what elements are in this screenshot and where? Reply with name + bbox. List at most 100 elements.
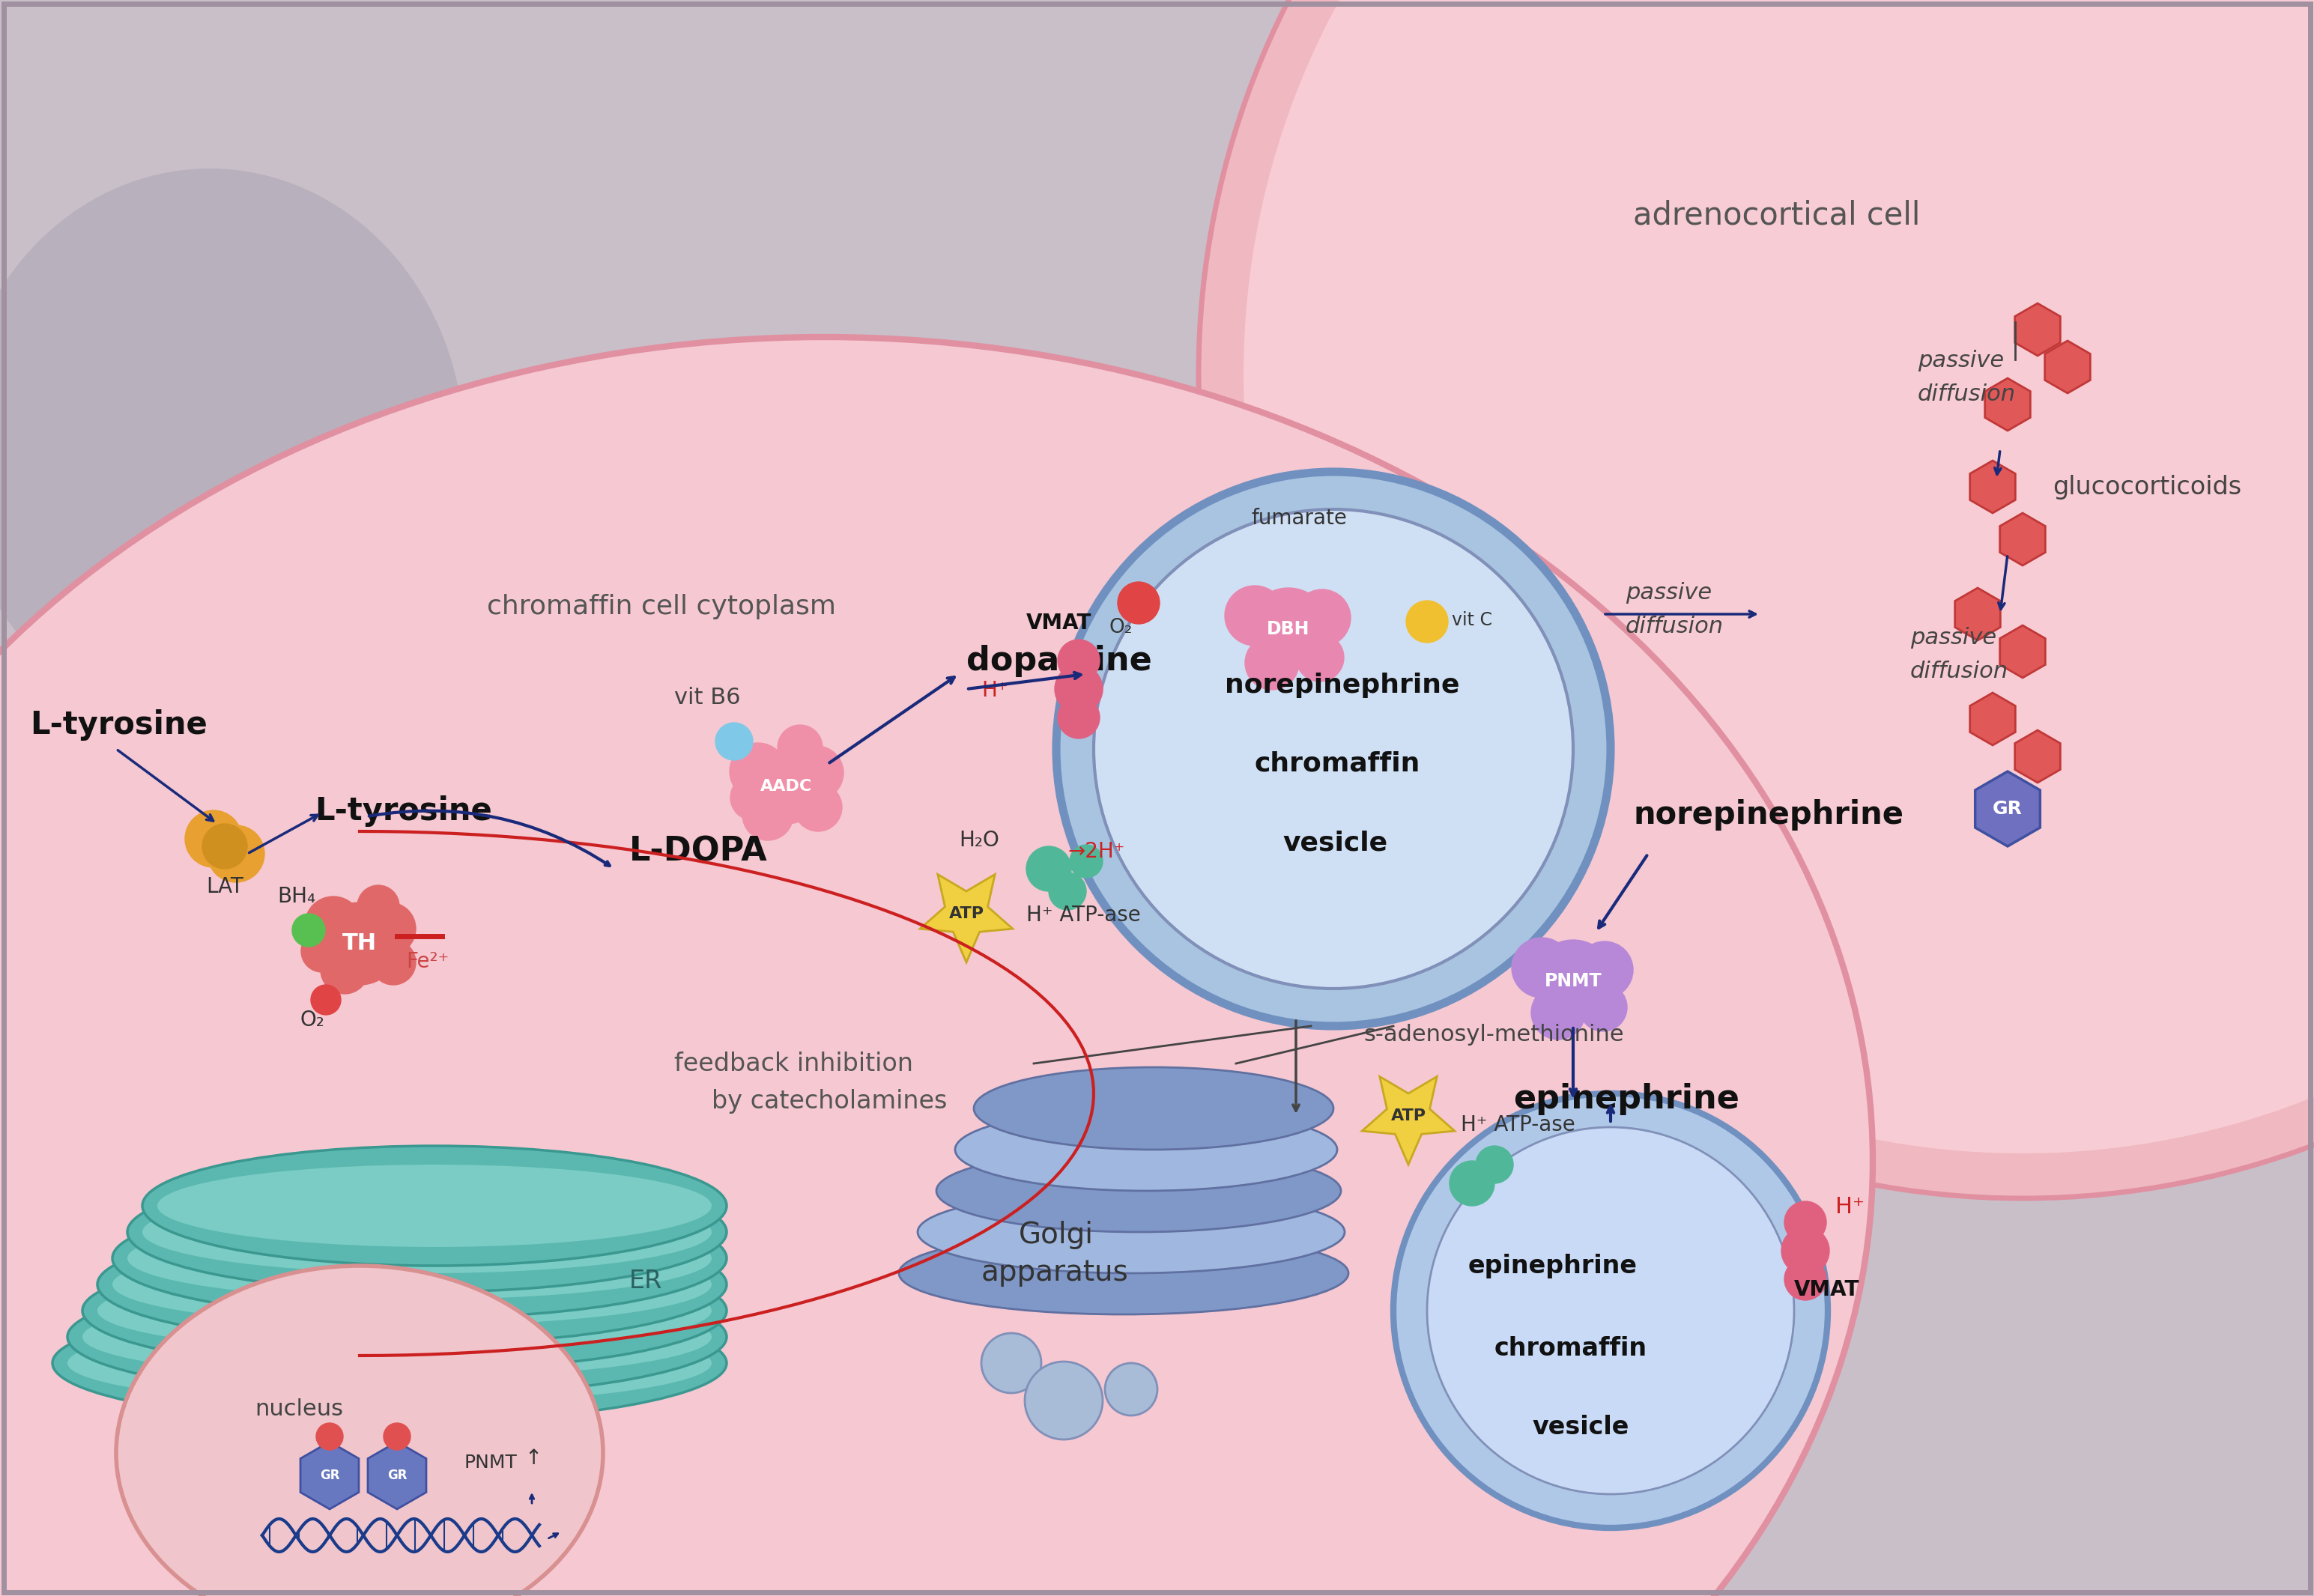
Circle shape <box>1095 509 1574 988</box>
Polygon shape <box>1363 1077 1456 1165</box>
Ellipse shape <box>143 1146 727 1266</box>
Circle shape <box>185 811 243 867</box>
Text: s-adenosyl-methionine: s-adenosyl-methionine <box>1363 1023 1624 1045</box>
Text: ER: ER <box>629 1269 662 1293</box>
Text: norepinephrine: norepinephrine <box>1634 800 1904 830</box>
Circle shape <box>292 915 324 946</box>
Ellipse shape <box>83 1251 727 1371</box>
Text: passive: passive <box>1911 627 1997 648</box>
Text: diffusion: diffusion <box>1911 661 2009 681</box>
Circle shape <box>1243 0 2314 1154</box>
Text: vit B6: vit B6 <box>673 686 740 709</box>
Circle shape <box>1784 1202 1826 1243</box>
Polygon shape <box>1969 693 2015 745</box>
Text: by catecholamines: by catecholamines <box>713 1088 946 1114</box>
Text: ↑: ↑ <box>525 1448 541 1468</box>
Circle shape <box>981 1333 1041 1393</box>
Circle shape <box>1048 873 1085 910</box>
Text: GR: GR <box>319 1468 340 1483</box>
Text: vesicle: vesicle <box>1282 830 1388 855</box>
Circle shape <box>750 749 824 824</box>
Ellipse shape <box>90 442 389 742</box>
Circle shape <box>794 784 842 832</box>
Text: DBH: DBH <box>1268 621 1310 638</box>
Ellipse shape <box>937 1149 1340 1232</box>
Circle shape <box>1428 1127 1793 1494</box>
Ellipse shape <box>134 547 419 921</box>
Text: L-tyrosine: L-tyrosine <box>315 795 493 827</box>
Circle shape <box>1069 844 1104 878</box>
Ellipse shape <box>0 169 465 731</box>
Circle shape <box>384 1424 410 1449</box>
Text: H⁺: H⁺ <box>981 680 1009 701</box>
Text: Golgi: Golgi <box>1018 1221 1095 1250</box>
Circle shape <box>310 985 340 1015</box>
Text: apparatus: apparatus <box>981 1258 1129 1286</box>
Ellipse shape <box>157 1165 713 1246</box>
Circle shape <box>1393 1093 1828 1527</box>
Circle shape <box>201 824 248 868</box>
Text: Fe²⁺: Fe²⁺ <box>405 951 449 972</box>
Ellipse shape <box>83 1296 713 1377</box>
Text: PNMT: PNMT <box>465 1454 518 1472</box>
Ellipse shape <box>974 1068 1333 1149</box>
Text: H⁺ ATP-ase: H⁺ ATP-ase <box>1460 1114 1576 1135</box>
Circle shape <box>208 825 264 883</box>
Text: passive: passive <box>1918 350 2004 372</box>
Text: H₂O: H₂O <box>958 830 1000 851</box>
Circle shape <box>1199 0 2314 1199</box>
Text: epinephrine: epinephrine <box>1469 1254 1638 1278</box>
Polygon shape <box>1976 771 2041 846</box>
Text: vit C: vit C <box>1451 611 1493 629</box>
Circle shape <box>1532 986 1585 1039</box>
Circle shape <box>1055 472 1611 1026</box>
Text: epinephrine: epinephrine <box>1513 1084 1740 1116</box>
Circle shape <box>1294 589 1351 646</box>
Circle shape <box>1784 1258 1826 1301</box>
Text: PNMT: PNMT <box>1543 972 1601 990</box>
Circle shape <box>1057 696 1099 739</box>
Ellipse shape <box>67 1277 727 1396</box>
Circle shape <box>789 745 845 800</box>
Circle shape <box>715 723 752 760</box>
Text: AADC: AADC <box>761 779 812 793</box>
Circle shape <box>1511 938 1571 998</box>
Ellipse shape <box>53 1304 727 1424</box>
Circle shape <box>1578 983 1627 1031</box>
Circle shape <box>731 776 775 820</box>
Ellipse shape <box>113 1243 713 1326</box>
Text: glucocorticoids: glucocorticoids <box>2053 476 2242 500</box>
Polygon shape <box>1969 461 2015 512</box>
Polygon shape <box>1955 587 1999 640</box>
Text: O₂: O₂ <box>1108 618 1132 637</box>
Polygon shape <box>301 1441 359 1510</box>
Text: fumarate: fumarate <box>1252 508 1347 528</box>
Text: ATP: ATP <box>1391 1109 1425 1124</box>
Polygon shape <box>2046 342 2090 393</box>
Polygon shape <box>1985 378 2029 431</box>
Text: nucleus: nucleus <box>255 1398 342 1420</box>
Circle shape <box>363 902 417 954</box>
Text: ATP: ATP <box>949 907 983 921</box>
Circle shape <box>778 725 821 769</box>
Polygon shape <box>921 875 1014 962</box>
Text: diffusion: diffusion <box>1624 616 1724 637</box>
Circle shape <box>1449 1160 1495 1207</box>
Ellipse shape <box>919 1191 1344 1274</box>
Text: diffusion: diffusion <box>1918 383 2015 405</box>
Circle shape <box>1476 1146 1513 1183</box>
Text: chromaffin: chromaffin <box>1495 1336 1648 1361</box>
Text: norepinephrine: norepinephrine <box>1224 672 1460 697</box>
Text: dopamine: dopamine <box>967 645 1152 677</box>
Text: passive: passive <box>1624 583 1712 603</box>
Circle shape <box>1027 846 1071 891</box>
Text: H⁺ ATP-ase: H⁺ ATP-ase <box>1027 905 1141 926</box>
Ellipse shape <box>898 1232 1349 1315</box>
Circle shape <box>1118 583 1159 624</box>
Ellipse shape <box>127 1171 727 1291</box>
Circle shape <box>729 744 787 800</box>
Text: L-DOPA: L-DOPA <box>629 836 768 868</box>
Ellipse shape <box>0 337 1872 1596</box>
Text: →2H⁺: →2H⁺ <box>1067 841 1125 862</box>
Ellipse shape <box>67 1321 713 1404</box>
